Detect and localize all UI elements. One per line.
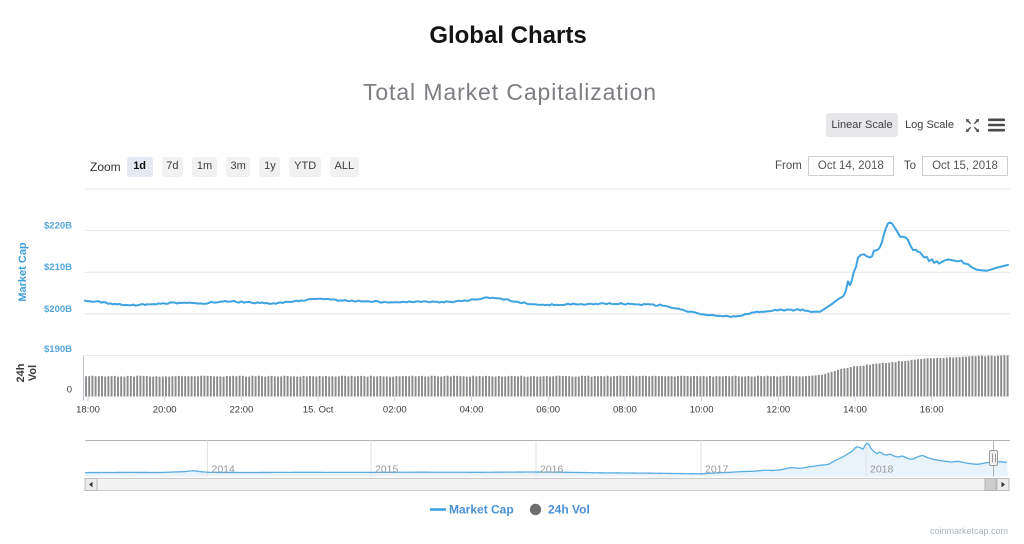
svg-text:02:00: 02:00 xyxy=(383,405,407,416)
svg-text:coinmarketcap.com: coinmarketcap.com xyxy=(930,526,1008,536)
svg-text:2015: 2015 xyxy=(375,464,399,476)
svg-text:20:00: 20:00 xyxy=(153,405,177,416)
svg-text:14:00: 14:00 xyxy=(843,405,867,416)
svg-text:06:00: 06:00 xyxy=(536,405,560,416)
svg-text:$210B: $210B xyxy=(44,262,72,273)
svg-text:$190B: $190B xyxy=(44,344,72,355)
svg-text:Market Cap: Market Cap xyxy=(449,503,514,517)
svg-text:Vol: Vol xyxy=(27,365,39,381)
svg-text:$220B: $220B xyxy=(44,221,72,232)
svg-text:10:00: 10:00 xyxy=(690,405,714,416)
svg-text:18:00: 18:00 xyxy=(76,405,100,416)
svg-text:16:00: 16:00 xyxy=(920,405,944,416)
svg-text:24h: 24h xyxy=(15,363,27,382)
svg-text:Market Cap: Market Cap xyxy=(17,242,29,302)
svg-text:08:00: 08:00 xyxy=(613,405,637,416)
svg-text:24h Vol: 24h Vol xyxy=(548,503,590,517)
svg-text:0: 0 xyxy=(67,385,72,396)
svg-text:04:00: 04:00 xyxy=(460,405,484,416)
svg-text:$200B: $200B xyxy=(44,304,72,315)
svg-text:12:00: 12:00 xyxy=(766,405,790,416)
svg-text:2016: 2016 xyxy=(540,464,564,476)
svg-text:2017: 2017 xyxy=(705,464,729,476)
svg-text:15. Oct: 15. Oct xyxy=(303,405,334,416)
svg-text:22:00: 22:00 xyxy=(230,405,254,416)
svg-text:2014: 2014 xyxy=(212,464,236,476)
svg-text:2018: 2018 xyxy=(870,464,894,476)
